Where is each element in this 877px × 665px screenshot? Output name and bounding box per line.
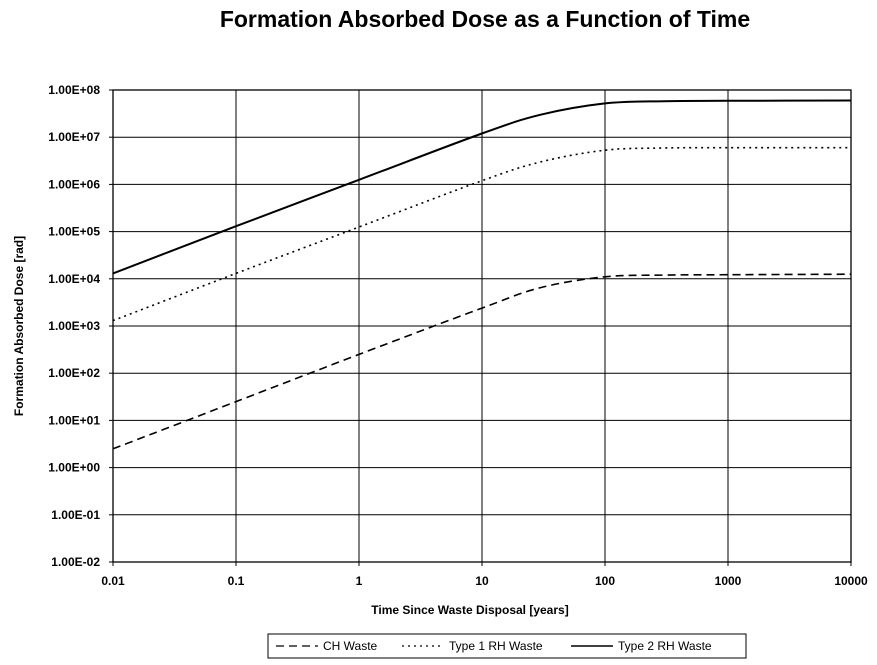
series-line — [112, 99, 852, 275]
series-line — [112, 273, 852, 450]
x-tick-label: 10 — [475, 574, 489, 588]
y-tick-label: 1.00E+06 — [48, 177, 100, 191]
y-tick-label: 1.00E+08 — [48, 83, 100, 97]
x-tick-label: 0.1 — [228, 574, 245, 588]
x-tick-label: 100 — [595, 574, 615, 588]
y-tick-label: 1.00E-01 — [51, 508, 100, 522]
chart-title: Formation Absorbed Dose as a Function of… — [219, 6, 751, 32]
x-tick-labels: 0.01 0.1 1 10 100 1000 10000 — [101, 562, 868, 588]
y-tick-label: 1.00E-02 — [51, 555, 100, 569]
legend-label: Type 2 RH Waste — [618, 639, 712, 653]
x-axis-title: Time Since Waste Disposal [years] — [371, 603, 568, 617]
y-tick-label: 1.00E+04 — [48, 272, 100, 286]
grid — [112, 89, 852, 563]
legend-label: Type 1 RH Waste — [449, 639, 543, 653]
x-tick-label: 0.01 — [101, 574, 125, 588]
series-lines — [112, 99, 852, 450]
y-tick-label: 1.00E+02 — [48, 366, 100, 380]
y-tick-label: 1.00E+03 — [48, 319, 100, 333]
x-tick-label: 10000 — [834, 574, 868, 588]
y-tick-label: 1.00E+01 — [48, 413, 100, 427]
legend-box — [267, 633, 747, 659]
y-axis-title: Formation Absorbed Dose [rad] — [12, 236, 26, 416]
x-tick-label: 1 — [356, 574, 363, 588]
y-tick-label: 1.00E+07 — [48, 130, 100, 144]
legend: CH Waste Type 1 RH Waste Type 2 RH Waste — [267, 633, 747, 659]
legend-label: CH Waste — [323, 639, 378, 653]
y-tick-label: 1.00E+05 — [48, 225, 100, 239]
x-tick-label: 1000 — [715, 574, 742, 588]
y-tick-labels: 1.00E-02 1.00E-01 1.00E+00 1.00E+01 1.00E+02… — [48, 83, 113, 569]
y-tick-label: 1.00E+00 — [48, 461, 100, 475]
